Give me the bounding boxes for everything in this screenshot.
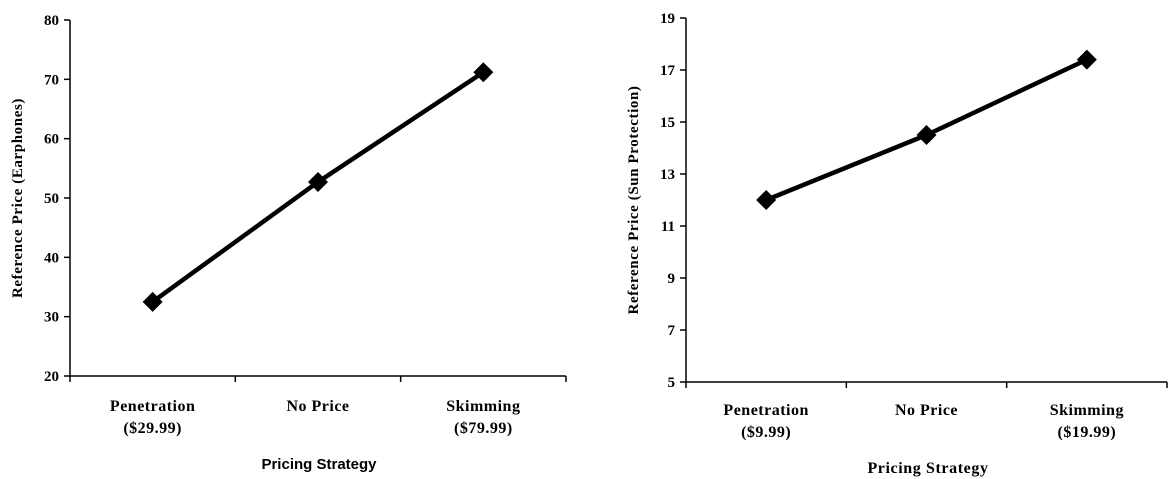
y-tick-label: 15 <box>660 115 675 131</box>
y-tick-labels: 20 30 40 50 60 70 80 <box>44 13 59 385</box>
y-tick-label: 80 <box>44 13 59 29</box>
x-tick-label: Skimming <box>1050 402 1124 419</box>
x-tick-label: No Price <box>895 402 958 419</box>
y-axis-label: Reference Price (Sun Protection) <box>626 86 642 315</box>
series <box>756 49 1097 210</box>
x-tick-label-price: ($9.99) <box>741 424 791 441</box>
y-tick-label: 30 <box>44 310 59 326</box>
y-tick-label: 13 <box>660 167 675 183</box>
y-tick-labels: 5 7 9 11 13 15 17 19 <box>660 11 676 391</box>
data-point-marker <box>142 291 163 312</box>
data-point-marker <box>308 171 328 192</box>
x-tick-label: No Price <box>286 398 349 415</box>
y-tick-label: 40 <box>44 250 59 266</box>
y-tick-label: 60 <box>44 132 59 148</box>
axes <box>64 19 567 382</box>
y-axis-label: Reference Price (Earphones) <box>10 98 26 298</box>
x-tick-label: Penetration <box>110 398 195 415</box>
data-point-marker <box>1076 49 1097 70</box>
x-tick-label: Penetration <box>723 402 808 419</box>
series <box>142 62 494 312</box>
data-point-marker <box>916 125 937 145</box>
chart-earphones: 20 30 40 50 60 70 80 Penetration ($29.99) No Pri… <box>10 13 567 473</box>
y-tick-label: 19 <box>660 11 675 27</box>
x-tick-labels: Penetration ($29.99) No Price Skimming ($79.… <box>110 398 520 437</box>
x-axis-label: Pricing Strategy <box>867 460 988 477</box>
y-tick-label: 70 <box>44 72 59 88</box>
y-tick-label: 50 <box>44 191 59 207</box>
x-tick-label-price: ($29.99) <box>123 420 182 437</box>
y-tick-label: 17 <box>660 63 676 79</box>
x-tick-label-price: ($19.99) <box>1058 424 1117 441</box>
chart-sun-protection: 5 7 9 11 13 15 17 19 Penetration ($9.99) No Price… <box>626 11 1168 477</box>
y-tick-label: 11 <box>661 219 675 235</box>
y-tick-label: 7 <box>668 323 676 339</box>
y-tick-label: 5 <box>668 375 676 391</box>
y-tick-label: 20 <box>44 369 59 385</box>
y-tick-label: 9 <box>668 271 676 287</box>
x-tick-label-price: ($79.99) <box>454 420 513 437</box>
data-point-marker <box>756 190 777 210</box>
x-tick-labels: Penetration ($9.99) No Price Skimming ($19.9… <box>723 402 1124 441</box>
axes <box>680 17 1168 388</box>
x-axis-label: Pricing Strategy <box>261 456 377 473</box>
data-point-marker <box>473 62 494 83</box>
x-tick-label: Skimming <box>446 398 520 415</box>
